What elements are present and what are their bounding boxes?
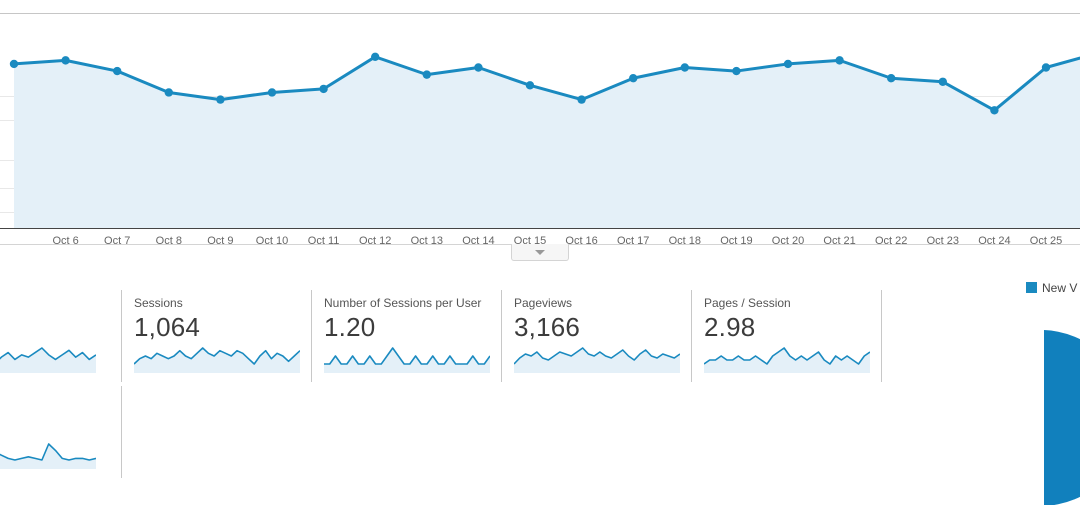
- axis-tick-label: Oct 19: [720, 235, 753, 247]
- metric-value: 1,064: [134, 312, 201, 342]
- data-point[interactable]: [164, 88, 173, 97]
- data-point[interactable]: [216, 95, 225, 104]
- metric-value: 2.98: [704, 312, 756, 342]
- data-point[interactable]: [1041, 63, 1051, 72]
- metric-label: Users: [0, 296, 120, 311]
- axis-tick-label: Oct 13: [410, 235, 443, 247]
- sparkline-area: [0, 444, 96, 469]
- data-point[interactable]: [732, 66, 741, 76]
- sessions-timeline-chart[interactable]: [0, 14, 1080, 229]
- metric-card-grid: Users888 Sessions 1,064 Number of Sessions …: [0, 290, 1008, 482]
- sparkline-pages-per-session: [704, 347, 870, 373]
- data-point[interactable]: [61, 56, 70, 65]
- axis-tick-label: Oct 25: [1029, 235, 1063, 247]
- sparkline-sessions-per-user: [324, 347, 490, 373]
- pie-svg: [1044, 330, 1080, 505]
- sparkline-area: [0, 348, 96, 373]
- data-point[interactable]: [371, 52, 380, 61]
- axis-tick-label: Oct 22: [874, 235, 908, 247]
- sparkline-line: [0, 443, 96, 461]
- sparkline-users: [0, 347, 96, 373]
- legend-swatch-new-visitor: [1026, 282, 1037, 293]
- sparkline-bounce-rate: [0, 443, 96, 469]
- pie-chart-legend: New V: [1026, 279, 1080, 297]
- metric-label: Pageviews: [514, 296, 573, 310]
- metric-label: Number of Sessions per User: [324, 296, 482, 310]
- metric-card-users[interactable]: Users888: [0, 290, 121, 382]
- metric-value: 61.65%: [0, 407, 120, 439]
- sparkline-pageviews: [514, 347, 680, 373]
- metric-value: 1.20: [324, 312, 376, 342]
- axis-tick-label: Oct 9: [207, 235, 234, 247]
- data-point[interactable]: [113, 66, 122, 76]
- top-divider: [0, 13, 1080, 14]
- data-point[interactable]: [319, 84, 328, 94]
- handle-rule-right: [569, 244, 1080, 245]
- pie-slice-new-visitor: [1044, 330, 1080, 505]
- metric-label: Bounce Rate: [0, 392, 120, 407]
- data-point[interactable]: [577, 95, 586, 104]
- axis-tick-label: Oct 6: [52, 235, 79, 247]
- sparkline-area: [134, 348, 300, 373]
- metric-grid-end-divider: [881, 290, 894, 382]
- metric-row-secondary: Bounce Rate61.65%: [0, 386, 1008, 482]
- expand-chart-handle[interactable]: [511, 244, 569, 261]
- axis-tick-label: Oct 16: [565, 235, 598, 247]
- metric-row-primary: Users888 Sessions 1,064 Number of Sessions …: [0, 290, 1008, 386]
- data-point[interactable]: [474, 63, 483, 72]
- data-point[interactable]: [525, 81, 535, 90]
- axis-tick-label: Oct 20: [771, 235, 805, 247]
- sparkline-line: [0, 347, 96, 361]
- axis-tick-label: Oct 23: [926, 235, 959, 247]
- data-point[interactable]: [938, 77, 947, 86]
- metric-row2-end-divider: [121, 386, 134, 478]
- data-point[interactable]: [783, 59, 793, 69]
- sparkline-area: [704, 348, 870, 373]
- axis-tick-label: Oct 8: [155, 235, 182, 247]
- data-point[interactable]: [990, 106, 999, 115]
- metric-value: 888: [0, 311, 120, 343]
- legend-label-new-visitor: New V: [1042, 281, 1078, 295]
- axis-tick-label: Oct 11: [307, 235, 340, 247]
- sparkline-sessions: [134, 347, 300, 373]
- sparkline-area: [324, 348, 490, 373]
- data-point[interactable]: [680, 63, 689, 72]
- chevron-down-icon: [535, 250, 545, 255]
- new-vs-returning-pie-chart[interactable]: [1044, 330, 1080, 505]
- metric-card-pages-per-session[interactable]: Pages / Session 2.98: [691, 290, 881, 382]
- metric-label: Sessions: [134, 296, 183, 310]
- metric-label: Pages / Session: [704, 296, 791, 310]
- handle-rule-left: [0, 244, 511, 245]
- axis-tick-label: Oct 12: [358, 235, 392, 247]
- data-point[interactable]: [887, 74, 896, 83]
- sparkline-area: [514, 348, 680, 373]
- axis-tick-label: Oct 18: [668, 235, 701, 247]
- metric-card-pageviews[interactable]: Pageviews 3,166: [501, 290, 691, 382]
- axis-tick-label: Oct 14: [462, 235, 495, 247]
- axis-tick-label: Oct 24: [978, 235, 1011, 247]
- metric-card-bounce-rate[interactable]: Bounce Rate61.65%: [0, 386, 121, 478]
- timeline-area-fill: [14, 56, 1080, 228]
- data-point[interactable]: [835, 56, 844, 65]
- data-point[interactable]: [267, 88, 277, 97]
- data-point[interactable]: [629, 74, 638, 83]
- metric-value: 3,166: [514, 312, 581, 342]
- sparkline-line: [324, 347, 490, 365]
- axis-tick-label: Oct 21: [823, 235, 856, 247]
- axis-tick-label: Oct 17: [616, 235, 650, 247]
- axis-tick-label: Oct 7: [104, 235, 131, 247]
- timeline-svg: [0, 52, 1080, 229]
- sparkline-line: [704, 347, 870, 365]
- timeline-data-points: [9, 52, 1051, 115]
- metric-card-sessions[interactable]: Sessions 1,064: [121, 290, 311, 382]
- sparkline-line: [514, 347, 680, 365]
- axis-tick-label: Oct 10: [255, 235, 289, 247]
- sparkline-line: [134, 347, 300, 365]
- data-point[interactable]: [9, 59, 19, 69]
- data-point[interactable]: [422, 70, 431, 79]
- metric-card-sessions-per-user[interactable]: Number of Sessions per User 1.20: [311, 290, 501, 382]
